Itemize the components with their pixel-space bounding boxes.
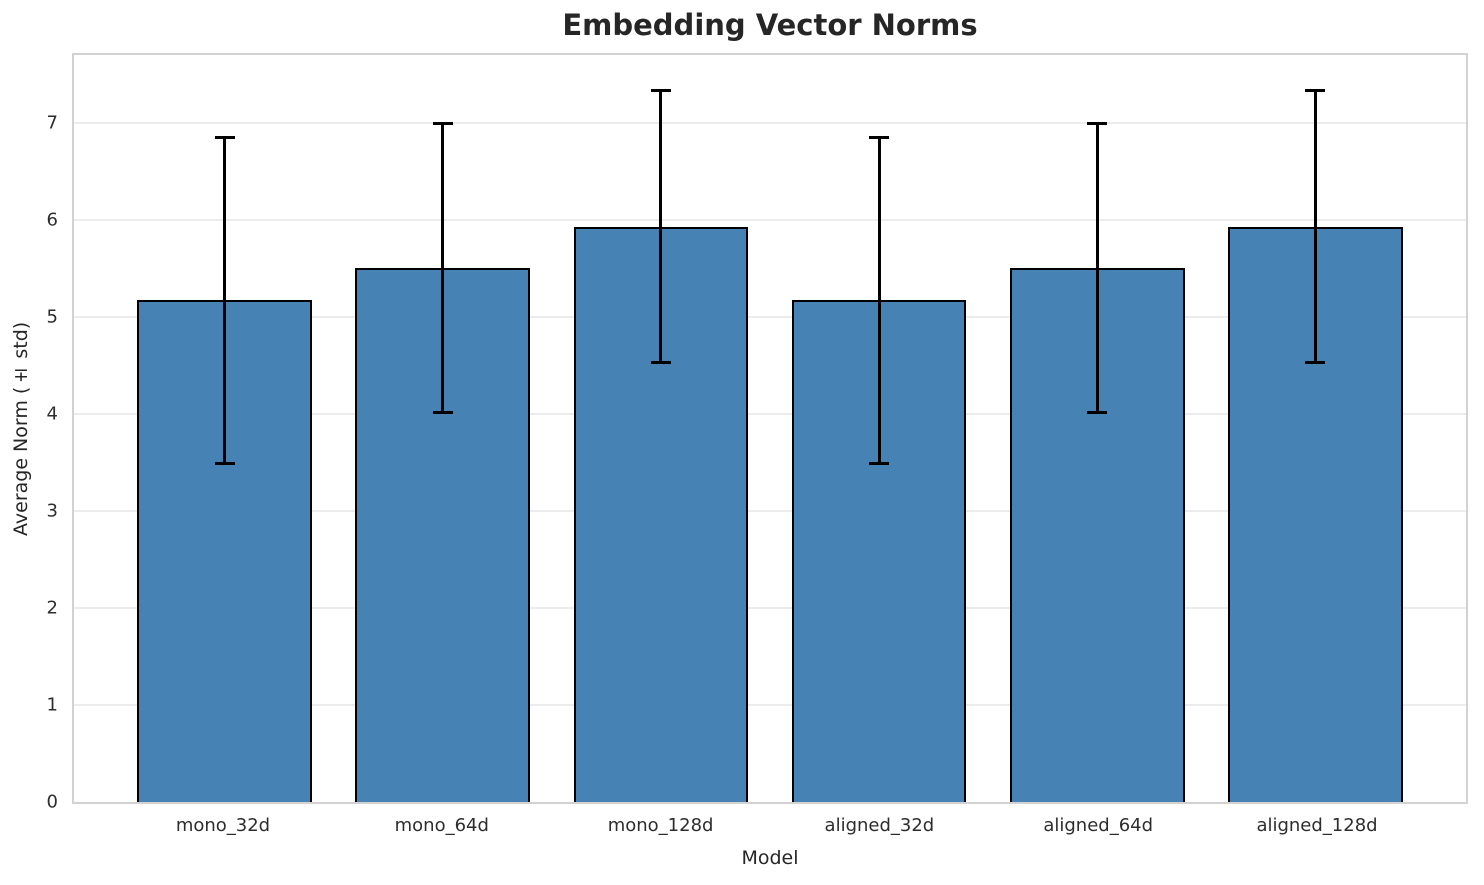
y-tick-label: 1	[46, 694, 58, 716]
error-cap-top-aligned_64d	[1087, 122, 1108, 126]
chart-title: Embedding Vector Norms	[562, 8, 978, 42]
error-bar-mono_32d	[223, 137, 227, 464]
gridline	[74, 606, 1466, 609]
error-bar-aligned_32d	[877, 137, 881, 464]
error-cap-bottom-aligned_64d	[1087, 411, 1108, 415]
error-cap-top-mono_32d	[214, 135, 235, 139]
y-axis-ticks: 0 1 2 3 4 5 6 7	[0, 53, 58, 812]
x-axis-ticks: mono_32d mono_64d mono_128d aligned_32d alig…	[72, 815, 1468, 841]
bar-mono_32d	[137, 300, 312, 802]
x-axis-label: Model	[741, 847, 799, 869]
plot-area	[72, 53, 1468, 804]
x-tick-label: aligned_32d	[824, 815, 935, 836]
y-tick-label: 4	[46, 403, 58, 425]
gridline	[74, 315, 1466, 318]
x-tick-label: mono_128d	[607, 815, 714, 836]
y-tick-label: 3	[46, 500, 58, 522]
error-cap-bottom-mono_128d	[650, 361, 671, 365]
error-cap-bottom-aligned_128d	[1305, 361, 1326, 365]
x-tick-label: mono_32d	[175, 815, 271, 836]
x-tick-label: aligned_64d	[1043, 815, 1154, 836]
error-cap-top-aligned_128d	[1305, 89, 1326, 93]
gridline	[74, 121, 1466, 124]
error-cap-bottom-mono_64d	[432, 411, 453, 415]
error-bar-mono_128d	[659, 90, 663, 363]
error-bar-aligned_64d	[1095, 123, 1099, 413]
error-cap-bottom-aligned_32d	[869, 461, 890, 465]
error-cap-top-mono_64d	[432, 122, 453, 126]
x-tick-label: aligned_128d	[1256, 815, 1378, 836]
y-tick-label: 6	[46, 209, 58, 231]
gridline	[74, 509, 1466, 512]
error-cap-bottom-mono_32d	[214, 461, 235, 465]
y-tick-label: 2	[46, 597, 58, 619]
y-tick-label: 7	[46, 112, 58, 134]
y-tick-label: 5	[46, 306, 58, 328]
gridline	[74, 412, 1466, 415]
gridline	[74, 704, 1466, 706]
gridline	[74, 218, 1466, 221]
y-tick-label: 0	[46, 791, 58, 813]
error-cap-top-aligned_32d	[869, 135, 890, 139]
x-tick-label: mono_64d	[394, 815, 489, 836]
error-bar-mono_64d	[441, 123, 445, 413]
error-bar-aligned_128d	[1313, 90, 1317, 363]
error-cap-top-mono_128d	[650, 89, 671, 93]
